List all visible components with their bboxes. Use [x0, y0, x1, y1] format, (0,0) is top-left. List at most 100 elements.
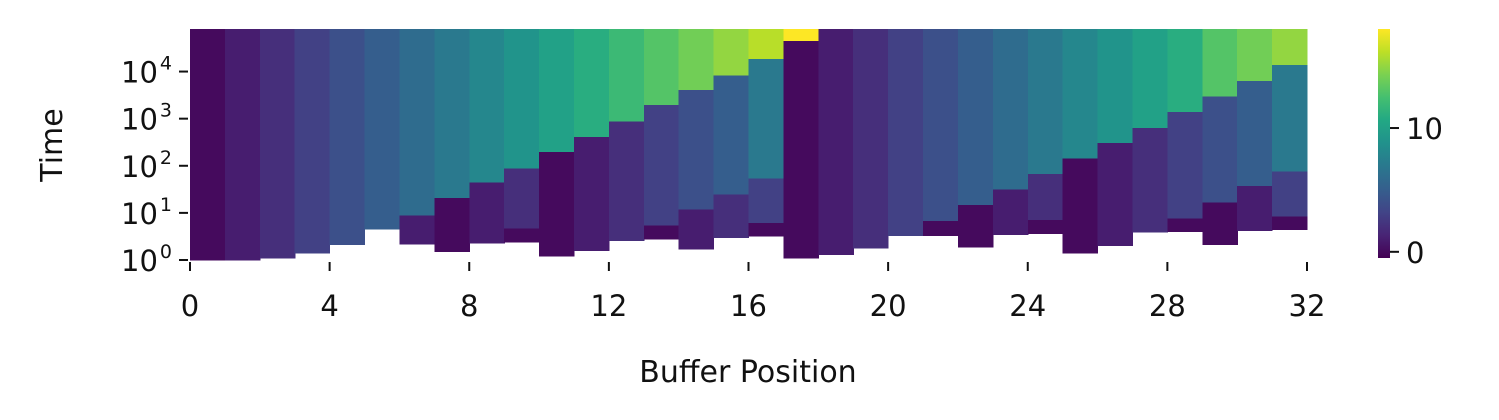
x-tick-label: 4 [320, 289, 338, 323]
heatmap-cell-27-1 [1132, 29, 1168, 128]
heatmap-cell-31-3 [1272, 29, 1308, 66]
heatmap-cell-24-0 [1027, 219, 1064, 235]
heatmap-cell-6-0 [399, 215, 435, 245]
heatmap-cell-0-0 [190, 29, 226, 261]
x-tick-label: 8 [460, 289, 478, 323]
heatmap-cell-31-2 [1272, 64, 1308, 172]
heatmap-cell-12-0 [608, 121, 645, 241]
x-tick-label: 28 [1149, 289, 1186, 323]
x-tick-label: 24 [1009, 289, 1046, 323]
y-tick-label: 10 2 [121, 147, 172, 184]
heatmap-cell-10-0 [539, 151, 575, 257]
colorbar-bar [1378, 29, 1390, 258]
heatmap-cell-30-0 [1237, 185, 1273, 232]
heatmap-cell-16-0 [748, 222, 785, 237]
heatmap-cell-9-1 [504, 167, 540, 229]
x-tick-label: 12 [590, 289, 627, 323]
y-tick-label: 10 3 [121, 100, 172, 137]
heatmap-cell-11-0 [573, 136, 610, 251]
heatmap-cell-6-1 [399, 29, 435, 216]
heatmap-cell-17-1 [783, 29, 819, 42]
heatmap-cell-10-1 [539, 29, 575, 152]
heatmap-cell-24-1 [1027, 173, 1064, 220]
y-tick-label: 10 0 [121, 241, 172, 278]
y-axis-label: Time [35, 108, 70, 182]
heatmap-cell-26-1 [1097, 29, 1134, 144]
heatmap-cell-24-2 [1027, 29, 1064, 175]
heatmap-cells [190, 29, 1308, 261]
colorbar-tick-label: 0 [1406, 236, 1424, 270]
heatmap-cell-29-1 [1202, 96, 1238, 203]
y-tick-base: 10 [121, 244, 158, 278]
heatmap-cell-8-1 [469, 29, 505, 183]
heatmap-cell-11-1 [573, 29, 610, 137]
y-tick-exponent: 3 [160, 100, 172, 122]
heatmap-cell-18-0 [818, 29, 854, 256]
heatmap-cell-16-1 [748, 178, 785, 224]
heatmap-cell-12-1 [608, 29, 645, 122]
heatmap-cell-25-1 [1062, 29, 1099, 159]
heatmap-cell-28-1 [1167, 111, 1203, 219]
x-tick-label: 0 [181, 289, 199, 323]
heatmap-cell-13-0 [643, 225, 680, 240]
heatmap-cell-5-0 [364, 29, 401, 230]
heatmap-cell-15-0 [713, 194, 750, 238]
heatmap-cell-8-0 [469, 182, 505, 244]
heatmap-cell-31-1 [1272, 170, 1308, 217]
heatmap-cell-15-1 [713, 74, 750, 195]
heatmap-cell-4-0 [329, 29, 366, 246]
heatmap-cell-28-0 [1167, 217, 1203, 233]
y-tick-label: 10 1 [121, 194, 172, 231]
y-tick-exponent: 1 [160, 194, 172, 216]
heatmap-cell-13-2 [643, 29, 680, 105]
y-tick-exponent: 4 [160, 53, 172, 75]
y-tick-base: 10 [121, 103, 158, 137]
x-tick-label: 16 [730, 289, 767, 323]
x-axis-label: Buffer Position [639, 355, 856, 390]
heatmap-cell-20-0 [888, 29, 924, 236]
heatmap-cell-22-1 [957, 29, 994, 205]
heatmap-cell-19-0 [853, 29, 889, 249]
heatmap-cell-14-0 [678, 209, 715, 250]
heatmap-cell-17-0 [783, 40, 819, 259]
heatmap-cell-1-0 [224, 29, 261, 261]
x-tick-label: 32 [1289, 289, 1326, 323]
heatmap-cell-26-0 [1097, 142, 1134, 247]
heatmap-cell-28-2 [1167, 29, 1203, 113]
heatmap-cell-29-2 [1202, 29, 1238, 97]
y-tick-exponent: 2 [160, 147, 172, 169]
y-tick-base: 10 [121, 150, 158, 184]
heatmap-cell-9-2 [504, 29, 540, 169]
heatmap-cell-21-1 [923, 29, 959, 222]
y-tick-base: 10 [121, 197, 158, 231]
heatmap-cell-31-0 [1272, 216, 1308, 231]
y-tick-label: 10 4 [121, 53, 172, 90]
heatmap-cell-30-2 [1237, 29, 1273, 81]
heatmap-cell-22-0 [957, 204, 994, 248]
heatmap-cell-30-1 [1237, 80, 1273, 186]
heatmap-cell-23-0 [992, 189, 1029, 235]
colorbar: 0 10 [1378, 29, 1443, 270]
y-tick-base: 10 [121, 56, 158, 90]
heatmap-cell-23-1 [992, 29, 1029, 190]
heatmap-cell-3-0 [294, 29, 331, 254]
heatmap-cell-27-0 [1132, 127, 1168, 233]
heatmap-cell-15-2 [713, 29, 750, 76]
heatmap-cell-29-0 [1202, 202, 1238, 246]
x-tick-label: 20 [870, 289, 907, 323]
heatmap-cell-14-1 [678, 89, 715, 210]
y-tick-exponent: 0 [160, 241, 172, 263]
heatmap-cell-9-0 [504, 227, 540, 243]
heatmap-cell-2-0 [259, 29, 296, 259]
heatmap-cell-14-2 [678, 29, 715, 91]
heatmap-cell-21-0 [923, 220, 959, 236]
heatmap-cell-13-1 [643, 104, 680, 226]
heatmap-cell-25-0 [1062, 158, 1099, 254]
colorbar-tick-label: 10 [1406, 112, 1443, 146]
x-axis: 0 4 8 12 16 20 24 28 32 [181, 262, 1326, 323]
heatmap-cell-7-0 [434, 197, 470, 253]
heatmap-cell-7-1 [434, 29, 470, 199]
heatmap-cell-16-2 [748, 58, 785, 179]
